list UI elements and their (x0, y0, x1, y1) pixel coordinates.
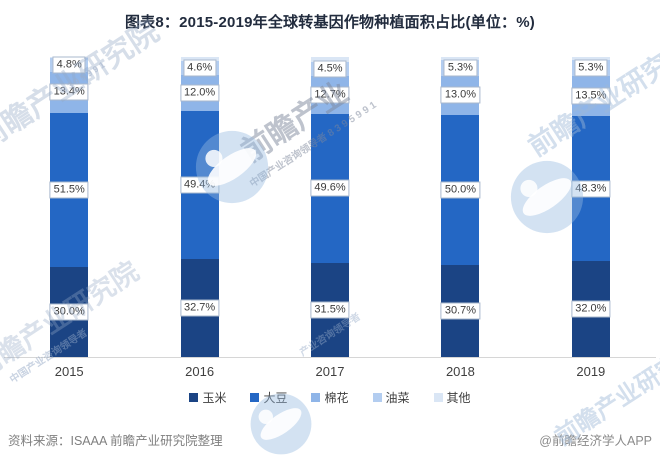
legend-item-棉花: 棉花 (311, 389, 349, 406)
bar-column-2015: 30.0% 51.5% 13.4% 4.8% (4, 56, 134, 357)
bar-segment-其他 (441, 57, 480, 61)
bar-column-2018: 30.7% 50.0% 13.0% 5.3% (395, 57, 525, 357)
legend-label: 棉花 (324, 391, 349, 405)
source-note: 资料来源：ISAAA 前瞻产业研究院整理 (8, 434, 223, 448)
x-tick-label: 2018 (445, 364, 475, 379)
stacked-bar: 32.7% 49.4% 12.0% 4.6% (180, 57, 220, 357)
bar-column-2016: 32.7% 49.4% 12.0% 4.6% (134, 57, 264, 357)
legend-item-大豆: 大豆 (250, 389, 287, 406)
legend-label: 大豆 (263, 391, 288, 405)
bar-segment-其他 (311, 57, 350, 63)
legend-item-油菜: 油菜 (372, 389, 410, 406)
data-label: 12.7% (310, 86, 350, 104)
legend-item-玉米: 玉米 (189, 389, 226, 406)
x-tick-label: 2019 (576, 364, 606, 379)
data-label: 4.5% (313, 60, 347, 78)
data-label: 4.8% (52, 56, 86, 74)
legend-swatch-icon (189, 393, 199, 402)
x-axis-line (4, 357, 656, 358)
data-label: 12.0% (180, 84, 220, 102)
data-label: 50.0% (440, 181, 481, 199)
data-label: 31.5% (310, 301, 350, 319)
legend-label: 其他 (446, 391, 471, 405)
data-label: 5.3% (574, 59, 608, 77)
data-label: 13.5% (571, 87, 611, 105)
data-label: 48.3% (571, 180, 611, 198)
legend-swatch-icon (372, 393, 382, 402)
stacked-bar: 32.0% 48.3% 13.5% 5.3% (571, 57, 611, 357)
data-label: 49.6% (310, 179, 350, 197)
plot-area: 30.0% 51.5% 13.4% 4.8% 32.7% 49.4% 12.0% 4.6% 31… (4, 56, 656, 357)
legend-label: 玉米 (202, 391, 227, 405)
legend: 玉米 大豆 棉花 油菜 其他 (0, 389, 660, 406)
bar-segment-其他 (571, 57, 610, 60)
legend-swatch-icon (433, 393, 443, 402)
stacked-bar: 30.0% 51.5% 13.4% 4.8% (49, 56, 89, 357)
data-label: 5.3% (443, 59, 477, 77)
bar-segment-其他 (180, 57, 219, 61)
stacked-bar: 30.7% 50.0% 13.0% 5.3% (440, 57, 481, 357)
data-label: 32.7% (180, 299, 220, 317)
data-label: 51.5% (49, 181, 89, 199)
data-label: 49.4% (180, 176, 220, 194)
stacked-bar: 31.5% 49.6% 12.7% 4.5% (310, 57, 350, 357)
bar-column-2017: 31.5% 49.6% 12.7% 4.5% (265, 57, 395, 357)
x-tick-label: 2017 (315, 364, 345, 379)
legend-label: 油菜 (385, 391, 410, 405)
data-label: 30.7% (440, 302, 481, 320)
legend-swatch-icon (311, 393, 321, 402)
data-label: 32.0% (571, 300, 611, 318)
legend-swatch-icon (250, 393, 260, 402)
bar-column-2019: 32.0% 48.3% 13.5% 5.3% (526, 57, 656, 357)
brand-note: @前瞻经济学人APP (539, 434, 652, 448)
data-label: 4.6% (183, 59, 217, 77)
data-label: 13.0% (440, 86, 481, 104)
x-tick-label: 2016 (185, 364, 215, 379)
data-label: 30.0% (49, 303, 89, 321)
x-tick-label: 2015 (54, 364, 84, 379)
legend-item-其他: 其他 (433, 389, 471, 406)
data-label: 13.4% (49, 83, 89, 101)
chart-title: 图表8：2015-2019年全球转基因作物种植面积占比(单位：%) (124, 14, 535, 31)
x-axis-labels: 2015 2016 2017 2018 2019 (4, 364, 656, 379)
